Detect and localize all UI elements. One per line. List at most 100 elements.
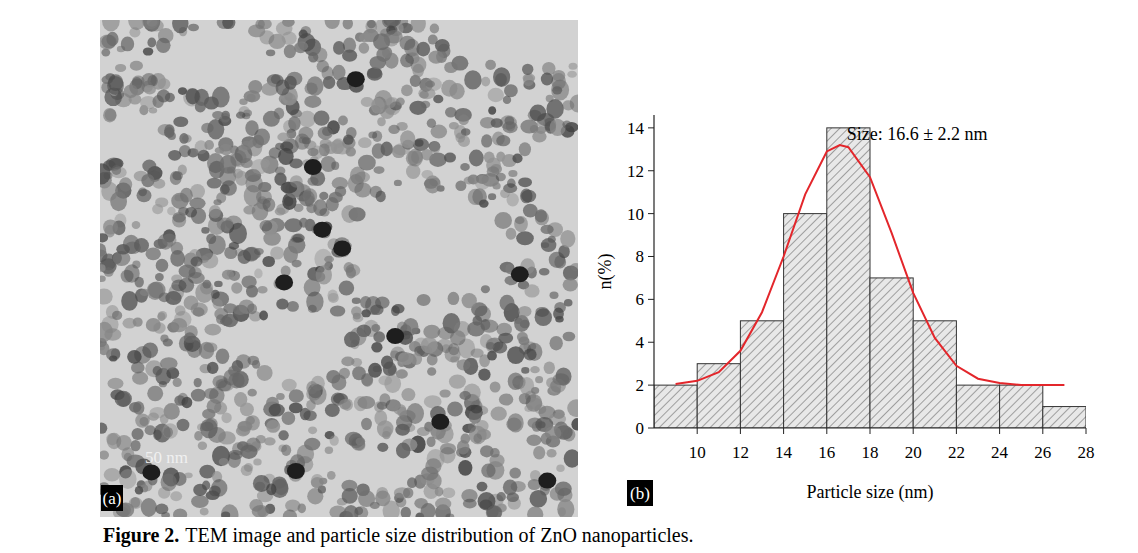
particle bbox=[191, 302, 208, 316]
particle bbox=[264, 437, 276, 445]
particle bbox=[490, 448, 500, 458]
particle bbox=[440, 443, 456, 455]
bar bbox=[1043, 407, 1086, 428]
particle bbox=[342, 50, 357, 62]
particle bbox=[396, 98, 405, 106]
particle bbox=[160, 334, 168, 342]
x-tick-label: 28 bbox=[1078, 443, 1095, 462]
particle bbox=[395, 424, 410, 436]
particle bbox=[103, 219, 118, 234]
particle bbox=[471, 405, 483, 413]
particle bbox=[382, 431, 391, 439]
particle bbox=[422, 170, 434, 179]
particle bbox=[396, 443, 410, 459]
particle bbox=[255, 20, 264, 29]
particle bbox=[216, 192, 226, 203]
particle bbox=[182, 397, 193, 408]
particle bbox=[206, 491, 220, 501]
y-tick-label: 2 bbox=[636, 376, 645, 395]
particle bbox=[330, 435, 339, 446]
particle bbox=[474, 306, 491, 322]
particle bbox=[552, 70, 565, 81]
particle bbox=[100, 34, 116, 49]
particle bbox=[173, 378, 182, 387]
particle bbox=[216, 349, 230, 364]
particle bbox=[433, 95, 443, 104]
particle bbox=[277, 133, 289, 142]
particle bbox=[112, 165, 122, 175]
x-axis-title: Particle size (nm) bbox=[807, 482, 934, 503]
particle bbox=[185, 207, 197, 218]
particle bbox=[387, 98, 396, 108]
particle bbox=[101, 35, 116, 49]
particle bbox=[481, 285, 490, 293]
y-tick-label: 12 bbox=[627, 162, 644, 181]
particle bbox=[499, 393, 513, 405]
particle bbox=[133, 317, 143, 326]
particle bbox=[500, 295, 515, 311]
particle bbox=[427, 367, 436, 376]
particle bbox=[147, 386, 163, 401]
particle bbox=[109, 355, 117, 361]
particle bbox=[266, 49, 275, 56]
particle bbox=[425, 78, 441, 91]
panel-label-bg bbox=[627, 480, 653, 506]
particle bbox=[107, 76, 124, 95]
x-tick-label: 20 bbox=[905, 443, 922, 462]
dark-particle bbox=[347, 71, 365, 87]
particle bbox=[229, 242, 239, 250]
particle bbox=[522, 64, 533, 75]
particle bbox=[325, 404, 340, 417]
particle bbox=[459, 391, 471, 400]
particle bbox=[228, 366, 240, 377]
particle bbox=[108, 378, 124, 389]
particle bbox=[514, 315, 529, 332]
particle bbox=[361, 418, 372, 430]
dark-particle bbox=[304, 159, 322, 175]
particle bbox=[377, 443, 388, 452]
particle bbox=[137, 189, 152, 202]
particle bbox=[354, 182, 371, 197]
particle bbox=[487, 505, 503, 517]
particle bbox=[307, 148, 318, 156]
particle bbox=[124, 85, 138, 98]
particle bbox=[299, 30, 308, 39]
particle bbox=[560, 230, 575, 248]
particle bbox=[368, 132, 377, 139]
particle bbox=[304, 438, 320, 451]
particle bbox=[519, 377, 534, 395]
x-tick-label: 18 bbox=[862, 443, 879, 462]
particle bbox=[342, 488, 358, 504]
particle bbox=[371, 324, 380, 332]
particle bbox=[475, 175, 491, 190]
figure: 50 nm(a)0246810121410121416182022242628P… bbox=[0, 0, 1138, 553]
particle bbox=[121, 291, 138, 311]
particle bbox=[314, 111, 330, 126]
particle bbox=[205, 418, 217, 430]
particle bbox=[207, 178, 222, 189]
particle bbox=[132, 221, 141, 229]
particle bbox=[457, 359, 471, 370]
particle bbox=[491, 118, 503, 128]
particle bbox=[457, 440, 469, 454]
particle bbox=[324, 256, 334, 263]
dark-particle bbox=[386, 328, 404, 344]
x-tick bbox=[870, 428, 871, 434]
particle bbox=[248, 389, 257, 397]
particle bbox=[220, 155, 237, 174]
particle bbox=[289, 389, 304, 402]
particle bbox=[201, 123, 213, 133]
particle bbox=[350, 167, 366, 185]
particle bbox=[100, 276, 106, 282]
particle bbox=[535, 308, 552, 326]
particle bbox=[283, 509, 297, 517]
particle bbox=[217, 20, 234, 29]
particle bbox=[385, 30, 403, 43]
particle bbox=[551, 80, 569, 101]
particle bbox=[449, 374, 466, 388]
particle bbox=[358, 490, 375, 507]
dark-particle bbox=[275, 274, 293, 290]
particle bbox=[493, 67, 510, 87]
particle bbox=[435, 498, 451, 511]
particle bbox=[562, 100, 574, 110]
